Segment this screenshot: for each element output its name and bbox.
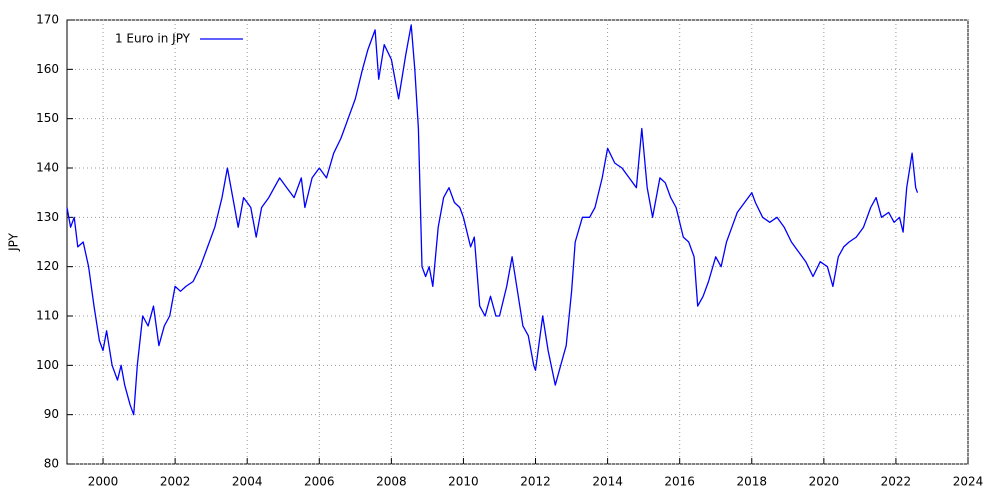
data-line [66, 24, 919, 416]
x-tick-label: 2008 [376, 475, 407, 489]
y-tick-label: 90 [44, 407, 59, 421]
x-tick-label: 2000 [88, 475, 119, 489]
x-tick-label: 2018 [736, 475, 767, 489]
x-tick-label: 2022 [881, 475, 912, 489]
x-tick-label: 2006 [304, 475, 335, 489]
x-tick-label: 2012 [520, 475, 551, 489]
x-tick-label: 2014 [592, 475, 623, 489]
y-tick-label: 80 [44, 457, 59, 471]
y-tick-label: 160 [36, 62, 59, 76]
x-tick-label: 2020 [809, 475, 840, 489]
y-tick-label: 130 [36, 210, 59, 224]
x-tick-label: 2024 [953, 475, 984, 489]
x-tick-label: 2002 [160, 475, 191, 489]
y-tick-label: 100 [36, 358, 59, 372]
x-tick-label: 2004 [232, 475, 263, 489]
x-tick-label: 2010 [448, 475, 479, 489]
y-tick-label: 150 [36, 111, 59, 125]
y-axis-label: JPY [7, 232, 21, 252]
y-tick-label: 110 [36, 309, 59, 323]
y-tick-label: 120 [36, 259, 59, 273]
plot-frame [66, 19, 969, 465]
legend-label: 1 Euro in JPY [115, 32, 191, 46]
y-tick-label: 140 [36, 161, 59, 175]
y-tick-label: 170 [36, 13, 59, 27]
x-tick-label: 2016 [664, 475, 695, 489]
